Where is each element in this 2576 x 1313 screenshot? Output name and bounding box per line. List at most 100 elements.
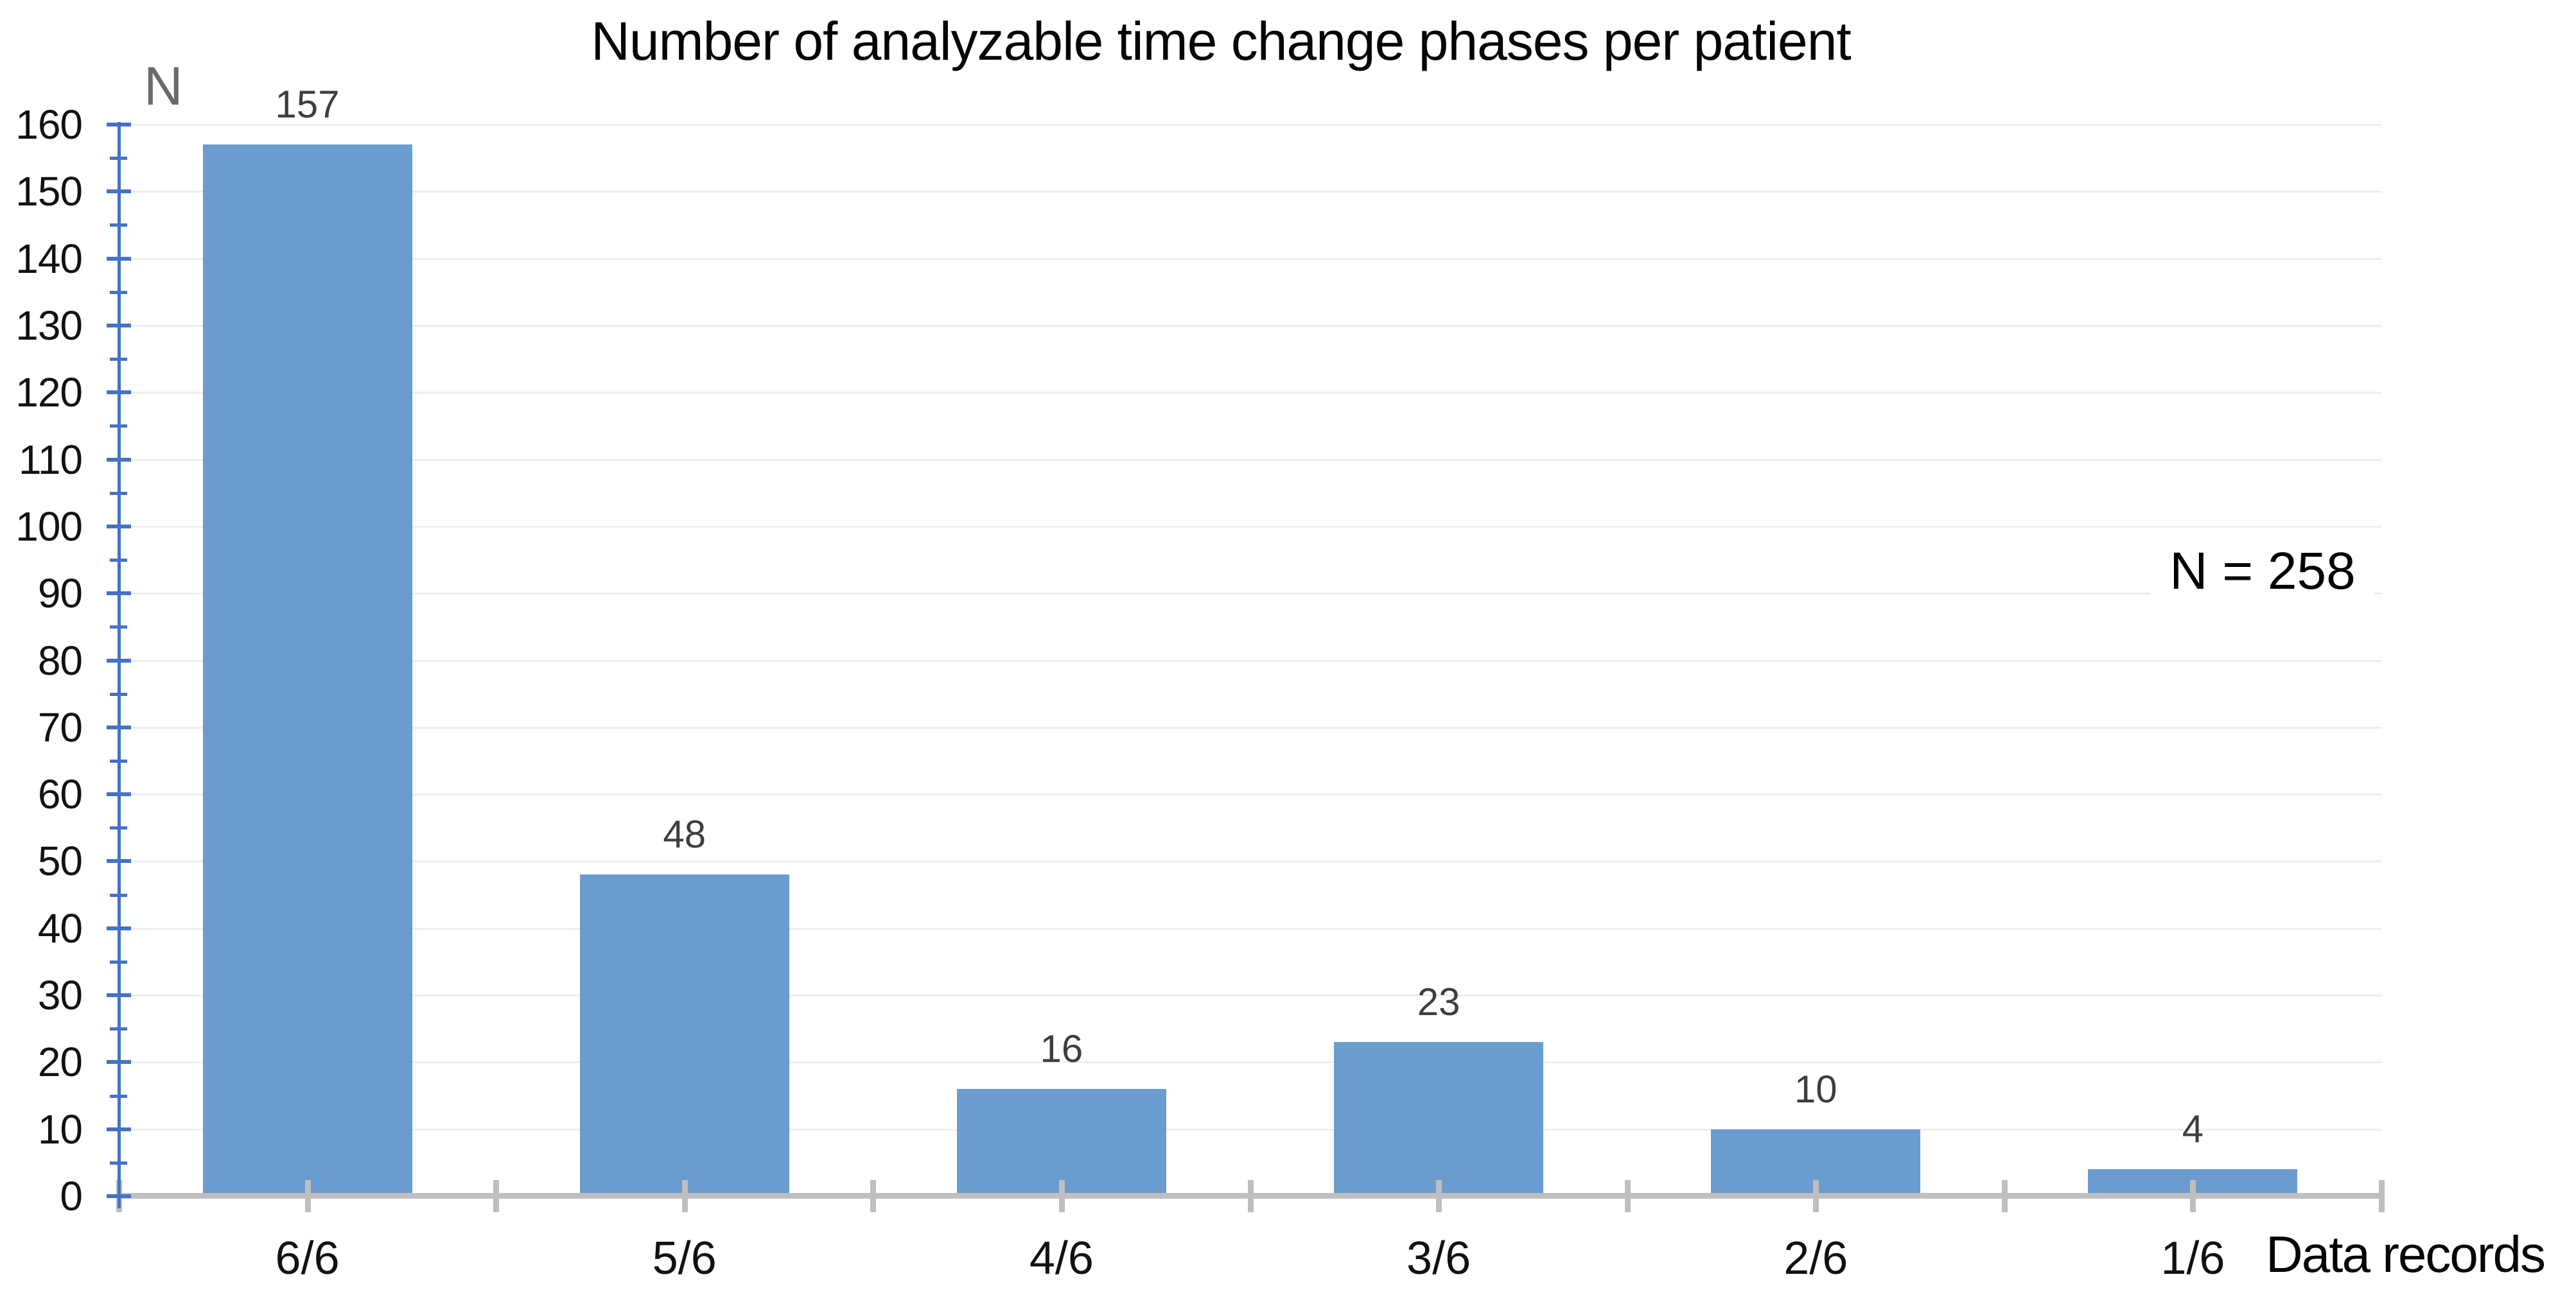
gridline xyxy=(119,659,2381,662)
gridline xyxy=(119,257,2381,260)
y-axis-major-tick xyxy=(107,1127,131,1131)
y-tick-label: 100 xyxy=(15,503,83,550)
y-axis-major-tick xyxy=(107,859,131,864)
x-axis-tick xyxy=(1436,1180,1442,1212)
x-category-label: 5/6 xyxy=(652,1233,717,1284)
y-axis-major-tick xyxy=(107,457,131,462)
gridline xyxy=(119,1061,2381,1064)
y-tick-label: 40 xyxy=(37,905,83,952)
y-axis-major-tick xyxy=(107,123,131,126)
y-axis-major-tick xyxy=(107,926,131,930)
y-axis-minor-tick xyxy=(110,692,127,696)
y-axis-minor-tick xyxy=(110,826,127,830)
gridline xyxy=(119,794,2381,796)
bar-value-label: 48 xyxy=(663,813,706,856)
y-axis-title: N xyxy=(144,56,183,116)
y-axis-minor-tick xyxy=(110,358,127,361)
y-tick-label: 120 xyxy=(15,369,83,416)
gridline xyxy=(119,124,2381,126)
bar xyxy=(957,1089,1166,1196)
y-axis-major-tick xyxy=(107,725,131,729)
x-category-label: 2/6 xyxy=(1783,1233,1848,1284)
bar-value-label: 10 xyxy=(1794,1068,1837,1111)
y-tick-label: 0 xyxy=(60,1173,83,1219)
bar-value-label: 16 xyxy=(1040,1027,1083,1070)
y-axis-major-tick xyxy=(107,658,131,663)
x-category-label: 1/6 xyxy=(2160,1233,2225,1284)
y-axis-minor-tick xyxy=(110,1161,127,1165)
y-axis-minor-tick xyxy=(110,1027,127,1031)
gridline xyxy=(119,392,2381,394)
bar-value-label: 4 xyxy=(2182,1108,2204,1151)
y-tick-label: 70 xyxy=(37,704,83,751)
y-tick-label: 110 xyxy=(18,436,83,483)
y-tick-label: 160 xyxy=(15,101,83,148)
x-axis-tick xyxy=(870,1180,876,1212)
y-tick-label: 80 xyxy=(37,637,83,684)
chart-title: Number of analyzable time change phases … xyxy=(591,11,1852,71)
y-axis-major-tick xyxy=(107,993,131,998)
y-axis-minor-tick xyxy=(110,893,127,897)
y-axis-major-tick xyxy=(107,1194,131,1198)
y-axis-line xyxy=(118,122,121,1208)
x-axis-tick xyxy=(1248,1180,1254,1212)
x-axis-tick xyxy=(493,1180,499,1212)
x-axis-tick xyxy=(1625,1180,1631,1212)
bar xyxy=(580,874,789,1196)
y-axis-major-tick xyxy=(107,591,131,596)
x-axis-tick xyxy=(305,1180,311,1212)
gridline xyxy=(119,191,2381,193)
y-tick-label: 150 xyxy=(15,168,83,215)
y-tick-label: 20 xyxy=(37,1039,83,1086)
y-tick-label: 140 xyxy=(15,235,83,282)
y-tick-label: 60 xyxy=(37,771,83,818)
gridline xyxy=(119,593,2381,595)
y-axis-major-tick xyxy=(107,390,131,395)
y-axis-minor-tick xyxy=(110,1094,127,1098)
x-axis-tick xyxy=(1813,1180,1819,1212)
y-axis-major-tick xyxy=(107,524,131,528)
x-axis-tick xyxy=(1059,1180,1065,1212)
y-axis-minor-tick xyxy=(110,223,127,227)
bar-value-label: 157 xyxy=(275,83,340,126)
y-axis-minor-tick xyxy=(110,290,127,294)
x-axis-tick xyxy=(2379,1180,2385,1212)
bar xyxy=(203,144,412,1196)
gridline xyxy=(119,927,2381,930)
y-axis-major-tick xyxy=(107,792,131,797)
y-tick-label: 130 xyxy=(15,302,83,349)
y-tick-label: 10 xyxy=(37,1106,83,1152)
y-axis-minor-tick xyxy=(110,424,127,428)
y-tick-label: 50 xyxy=(37,838,83,885)
gridline xyxy=(119,995,2381,997)
gridline xyxy=(119,1128,2381,1131)
gridline xyxy=(119,324,2381,327)
y-axis-minor-tick xyxy=(110,759,127,763)
x-category-label: 6/6 xyxy=(275,1233,340,1284)
x-axis-tick xyxy=(2190,1180,2196,1212)
y-axis-minor-tick xyxy=(110,157,127,161)
y-tick-label: 30 xyxy=(37,972,83,1019)
y-axis-major-tick xyxy=(107,189,131,194)
y-axis-minor-tick xyxy=(110,559,127,562)
x-axis-tick xyxy=(2002,1180,2008,1212)
y-axis-major-tick xyxy=(107,323,131,327)
x-category-label: 3/6 xyxy=(1406,1233,1471,1284)
x-category-label: 4/6 xyxy=(1029,1233,1094,1284)
bar-value-label: 23 xyxy=(1417,980,1460,1023)
y-axis-minor-tick xyxy=(110,960,127,964)
bar xyxy=(1334,1042,1543,1196)
y-axis-minor-tick xyxy=(110,625,127,629)
y-axis-major-tick xyxy=(107,256,131,261)
x-axis-title: Data records xyxy=(2266,1226,2546,1283)
y-axis-minor-tick xyxy=(110,491,127,495)
gridline xyxy=(119,458,2381,461)
gridline xyxy=(119,525,2381,528)
gridline xyxy=(119,726,2381,729)
y-axis-major-tick xyxy=(107,1060,131,1065)
gridline xyxy=(119,860,2381,863)
x-axis-tick xyxy=(682,1180,688,1212)
sample-size-annotation: N = 258 xyxy=(2150,539,2375,604)
y-tick-label: 90 xyxy=(37,570,83,617)
